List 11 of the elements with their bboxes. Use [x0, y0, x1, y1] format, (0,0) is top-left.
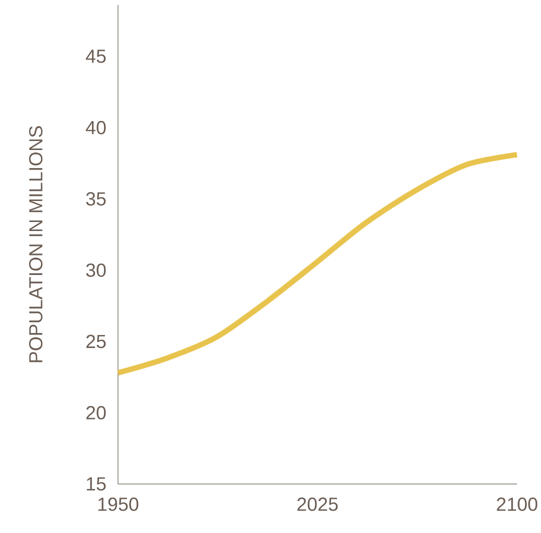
y-tick-label: 30: [86, 263, 106, 277]
y-tick-label: 40: [86, 120, 106, 134]
x-tick-label: 1950: [98, 498, 138, 511]
y-tick-label: 25: [86, 334, 106, 348]
y-tick-label: 35: [86, 192, 106, 206]
y-axis-title: POPULATION IN MILLIONS: [29, 126, 42, 362]
y-tick-label: 45: [86, 50, 106, 63]
y-tick-label: 15: [86, 477, 106, 491]
y-tick-label: 20: [86, 406, 106, 420]
x-tick-label: 2100: [496, 498, 538, 511]
x-tick-label: 2025: [297, 498, 338, 511]
